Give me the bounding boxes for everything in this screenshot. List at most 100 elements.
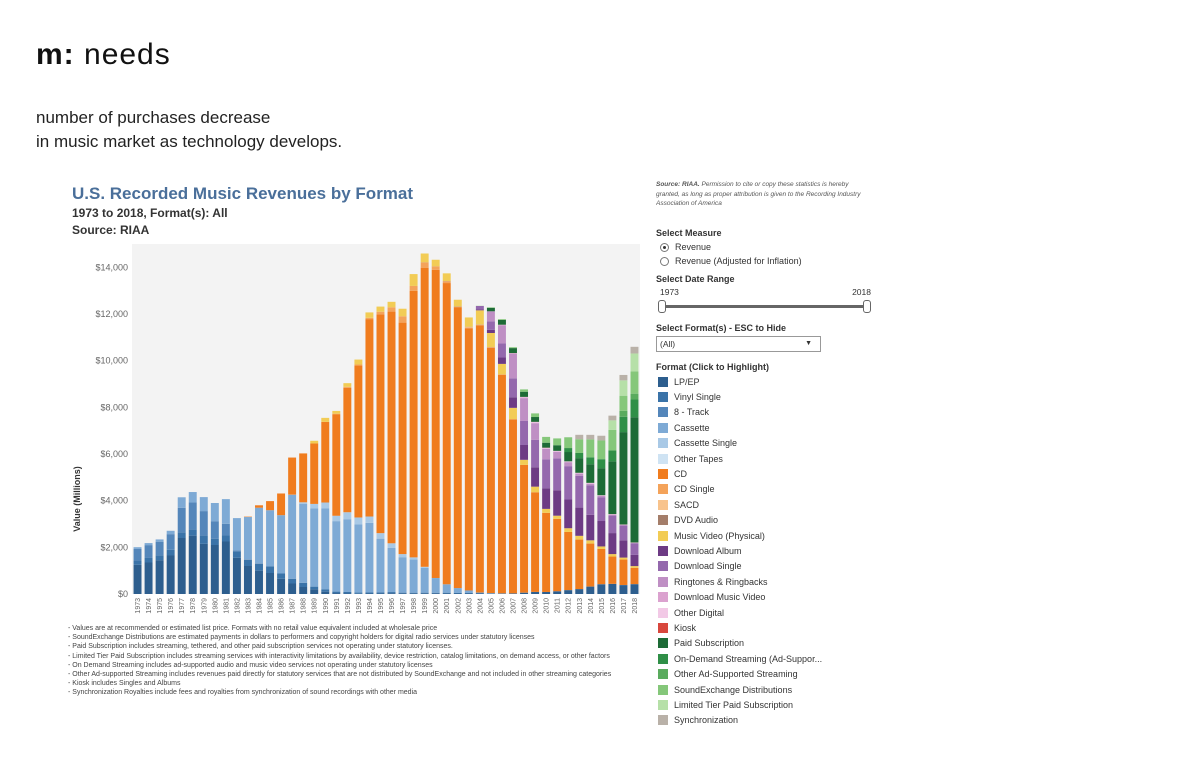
bar-segment	[542, 459, 551, 489]
x-tick-label: 2003	[466, 598, 473, 614]
legend-item[interactable]: DVD Audio	[656, 513, 871, 528]
bar-segment	[575, 507, 584, 536]
bar-segment	[387, 543, 396, 548]
bar-segment	[553, 591, 562, 594]
radio-selected-icon[interactable]	[660, 242, 669, 252]
legend-label: CD	[674, 469, 687, 480]
bar-segment	[597, 435, 606, 441]
bar-segment	[210, 545, 219, 594]
bar-segment	[210, 503, 219, 522]
bar-segment	[277, 515, 286, 574]
x-tick-label: 1987	[290, 598, 297, 614]
bar-segment	[619, 432, 628, 525]
legend-item[interactable]: CD Single	[656, 482, 871, 497]
legend-item[interactable]: CD	[656, 466, 871, 481]
slider-track[interactable]	[662, 305, 867, 308]
legend-item[interactable]: SoundExchange Distributions	[656, 682, 871, 697]
bar-segment	[553, 458, 562, 491]
legend-item[interactable]: Download Music Video	[656, 589, 871, 604]
bar-segment	[409, 559, 418, 593]
bar-segment	[531, 421, 540, 423]
legend-label: Download Single	[674, 561, 742, 572]
bar-segment	[597, 495, 606, 498]
slider-handle-end[interactable]	[863, 300, 871, 313]
legend-label: On-Demand Streaming (Ad-Suppor...	[674, 653, 823, 664]
legend-item[interactable]: Other Ad-Supported Streaming	[656, 666, 871, 681]
bar-segment	[398, 593, 407, 594]
legend-item[interactable]: Music Video (Physical)	[656, 528, 871, 543]
legend-item[interactable]: Synchronization	[656, 713, 871, 728]
y-tick-label: $10,000	[95, 356, 128, 366]
bar-segment	[387, 311, 396, 544]
legend-item[interactable]: Kiosk	[656, 620, 871, 635]
bar-segment	[332, 521, 341, 592]
bar-segment	[464, 328, 473, 591]
bar-segment	[520, 389, 529, 392]
bar-segment	[387, 307, 396, 312]
bar-segment	[542, 512, 551, 592]
legend-label: 8 - Track	[674, 407, 710, 418]
x-tick-label: 2010	[544, 598, 551, 614]
legend-header: Format (Click to Highlight)	[656, 362, 769, 372]
slide-subtitle-line-2: in music market as technology develops.	[36, 132, 343, 151]
bar-segment	[321, 502, 330, 509]
legend-item[interactable]: Cassette	[656, 420, 871, 435]
legend-item[interactable]: Vinyl Single	[656, 389, 871, 404]
bar-segment	[553, 438, 562, 446]
legend-swatch	[658, 407, 668, 418]
bar-segment	[586, 514, 595, 541]
chart-note: - Synchronization Royalties include fees…	[68, 689, 418, 697]
bar-segment	[619, 557, 628, 560]
legend-item[interactable]: Ringtones & Ringbacks	[656, 574, 871, 589]
legend-item[interactable]: On-Demand Streaming (Ad-Suppor...	[656, 651, 871, 666]
date-range-slider[interactable]: 1973 2018	[656, 287, 871, 321]
legend-item[interactable]: Other Digital	[656, 605, 871, 620]
legend-item[interactable]: Limited Tier Paid Subscription	[656, 697, 871, 712]
bar-segment	[575, 589, 584, 594]
legend-label: Cassette	[674, 422, 710, 433]
bar-segment	[509, 353, 517, 379]
measure-option-revenue[interactable]: Revenue	[656, 242, 871, 252]
bar-segment	[453, 588, 462, 593]
legend-label: Synchronization	[674, 715, 739, 726]
bar-segment	[520, 459, 529, 465]
legend-item[interactable]: 8 - Track	[656, 405, 871, 420]
bar-segment	[310, 589, 319, 594]
bar-segment	[520, 444, 529, 460]
bar-segment	[575, 434, 584, 440]
bar-segment	[509, 353, 517, 354]
bar-segment	[542, 436, 551, 443]
legend-item[interactable]: Download Single	[656, 559, 871, 574]
x-tick-label: 1983	[245, 598, 252, 614]
bar-segment	[398, 557, 407, 593]
radio-unselected-icon[interactable]	[660, 256, 669, 266]
bar-segment	[288, 495, 297, 579]
bar-segment	[453, 307, 462, 589]
bar-segment	[619, 410, 628, 417]
bar-segment	[255, 563, 263, 571]
measure-option-inflation[interactable]: Revenue (Adjusted for Inflation)	[656, 256, 871, 266]
bar-segment	[509, 419, 517, 594]
bar-segment	[608, 583, 617, 594]
x-tick-label: 1997	[400, 598, 407, 614]
bar-segment	[497, 325, 506, 344]
bar-segment	[155, 541, 164, 556]
legend-item[interactable]: Cassette Single	[656, 436, 871, 451]
bar-segment	[431, 592, 440, 594]
bar-segment	[332, 591, 341, 594]
legend-item[interactable]: LP/EP	[656, 374, 871, 389]
y-tick-label: $4,000	[100, 496, 128, 506]
legend-item[interactable]: Download Album	[656, 543, 871, 558]
bar-segment	[431, 259, 440, 267]
format-select[interactable]: (All) ▼	[656, 336, 821, 352]
date-range-to: 2018	[852, 287, 871, 297]
bar-segment	[586, 457, 595, 465]
legend-label: Other Digital	[674, 607, 725, 618]
bar-segment	[232, 550, 241, 552]
legend-swatch	[658, 715, 668, 726]
bar-segment	[409, 285, 418, 291]
legend-item[interactable]: Paid Subscription	[656, 636, 871, 651]
legend-item[interactable]: SACD	[656, 497, 871, 512]
slider-handle-start[interactable]	[658, 300, 666, 313]
legend-item[interactable]: Other Tapes	[656, 451, 871, 466]
